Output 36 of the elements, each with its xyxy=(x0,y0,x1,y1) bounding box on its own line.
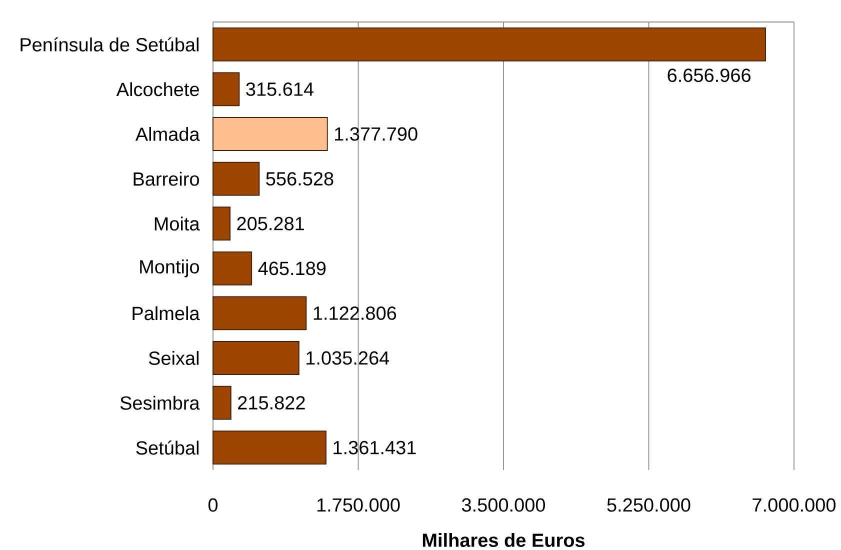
data-label: 1.377.790 xyxy=(335,127,418,141)
bar xyxy=(212,27,766,62)
bar xyxy=(212,162,260,196)
data-label: 315.614 xyxy=(246,82,314,96)
x-tick-label: 1.750.000 xyxy=(317,498,400,512)
x-tick-label: 3.500.000 xyxy=(462,498,546,512)
data-label: 1.035.264 xyxy=(306,351,390,365)
bar xyxy=(212,386,232,420)
y-tick-label: Barreiro xyxy=(134,172,199,186)
y-tick-label: Moita xyxy=(154,216,200,231)
y-tick-label: Setúbal xyxy=(136,440,199,455)
y-tick-label: Sesimbra xyxy=(120,396,200,410)
bar xyxy=(212,117,328,151)
x-tick-label: 5.250.000 xyxy=(607,498,690,512)
bar xyxy=(212,341,300,375)
y-tick-label: Almada xyxy=(135,127,200,141)
y-tick-label: Palmela xyxy=(132,306,200,320)
data-label: 205.281 xyxy=(237,216,304,230)
data-label: 215.822 xyxy=(238,396,305,410)
bar xyxy=(212,430,326,465)
x-axis-title: Milhares de Euros xyxy=(422,533,585,547)
x-tick-label: 7.000.000 xyxy=(752,498,836,512)
y-tick-label: Montijo xyxy=(140,260,199,278)
data-label: 6.656.966 xyxy=(668,68,750,82)
data-label: 465.189 xyxy=(258,262,326,276)
data-label: 1.361.431 xyxy=(334,440,416,454)
bar xyxy=(212,251,252,286)
y-tick-label: Seixal xyxy=(148,351,199,365)
bar xyxy=(212,296,307,330)
y-tick-label: Península de Setúbal xyxy=(20,37,198,52)
bar xyxy=(212,206,230,241)
data-label: 1.122.806 xyxy=(314,306,396,320)
y-tick-label: Alcochete xyxy=(116,82,199,96)
x-tick-label: 0 xyxy=(208,498,218,512)
bar xyxy=(212,72,240,106)
data-label: 556.528 xyxy=(266,172,334,186)
